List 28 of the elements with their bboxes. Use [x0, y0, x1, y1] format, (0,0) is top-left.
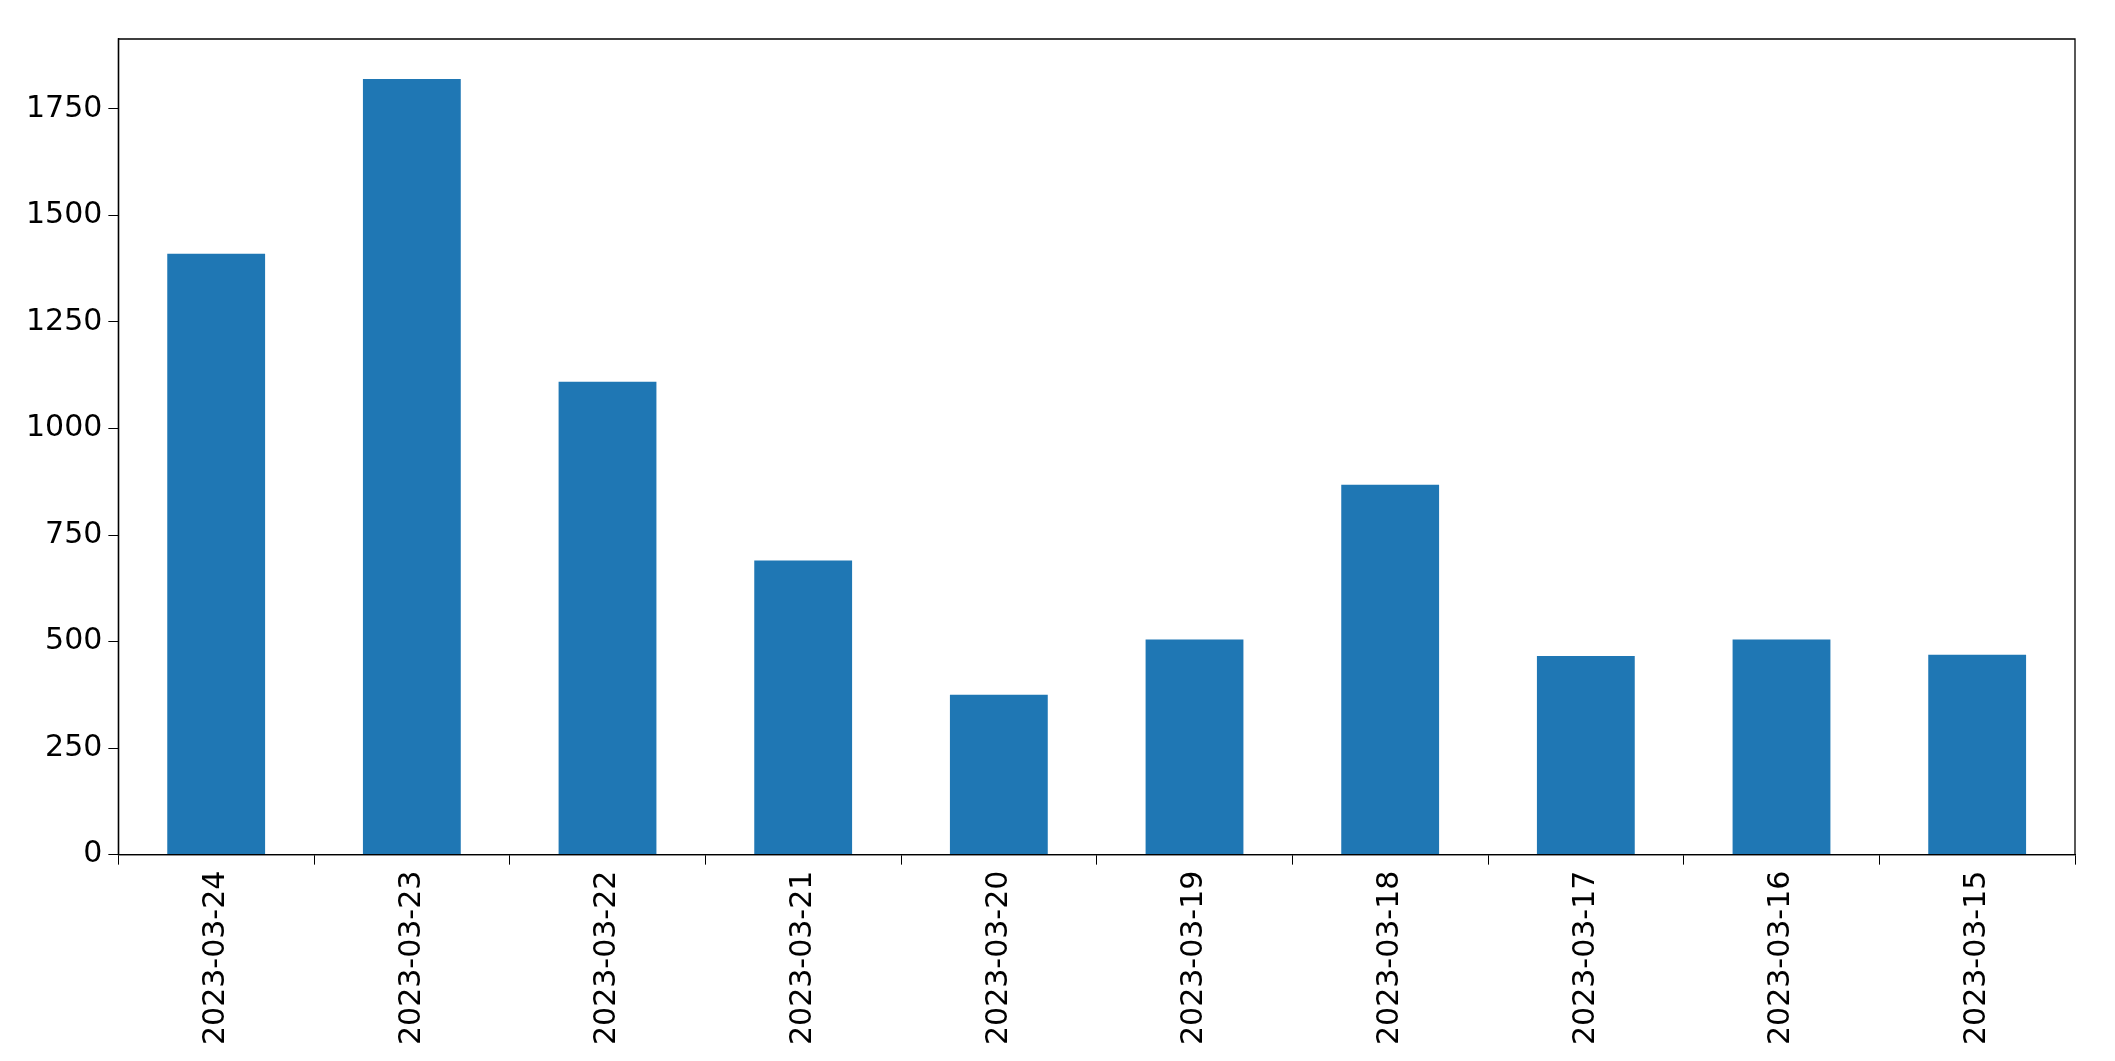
y-tick-label: 0: [83, 834, 103, 870]
x-tick-label: 2023-03-19: [1174, 870, 1210, 1046]
y-tick-label: 500: [45, 621, 103, 657]
x-tick-label: 2023-03-21: [782, 870, 818, 1046]
y-tick-label: 1250: [25, 301, 103, 337]
x-tick-label: 2023-03-22: [587, 870, 623, 1046]
y-tick-label: 1750: [25, 88, 103, 124]
bar: [1536, 656, 1635, 855]
bar: [1341, 484, 1440, 855]
bar: [1928, 654, 2027, 855]
x-tick-label: 2023-03-20: [978, 870, 1014, 1046]
bar: [754, 560, 853, 855]
x-tick-label: 2023-03-24: [195, 870, 231, 1046]
bar: [1145, 639, 1244, 855]
y-tick-label: 1000: [25, 408, 103, 444]
bar: [1732, 639, 1831, 855]
y-tick-label: 750: [45, 514, 103, 550]
bar: [558, 381, 657, 855]
bar: [362, 79, 461, 855]
x-tick-label: 2023-03-16: [1761, 870, 1797, 1046]
y-tick-label: 1500: [25, 195, 103, 231]
x-tick-label: 2023-03-18: [1369, 870, 1405, 1046]
x-tick-label: 2023-03-23: [391, 870, 427, 1046]
x-tick-label: 2023-03-15: [1956, 870, 1992, 1046]
bar: [167, 253, 266, 855]
y-tick-label: 250: [45, 727, 103, 763]
x-tick-label: 2023-03-17: [1565, 870, 1601, 1046]
bar: [949, 694, 1048, 855]
